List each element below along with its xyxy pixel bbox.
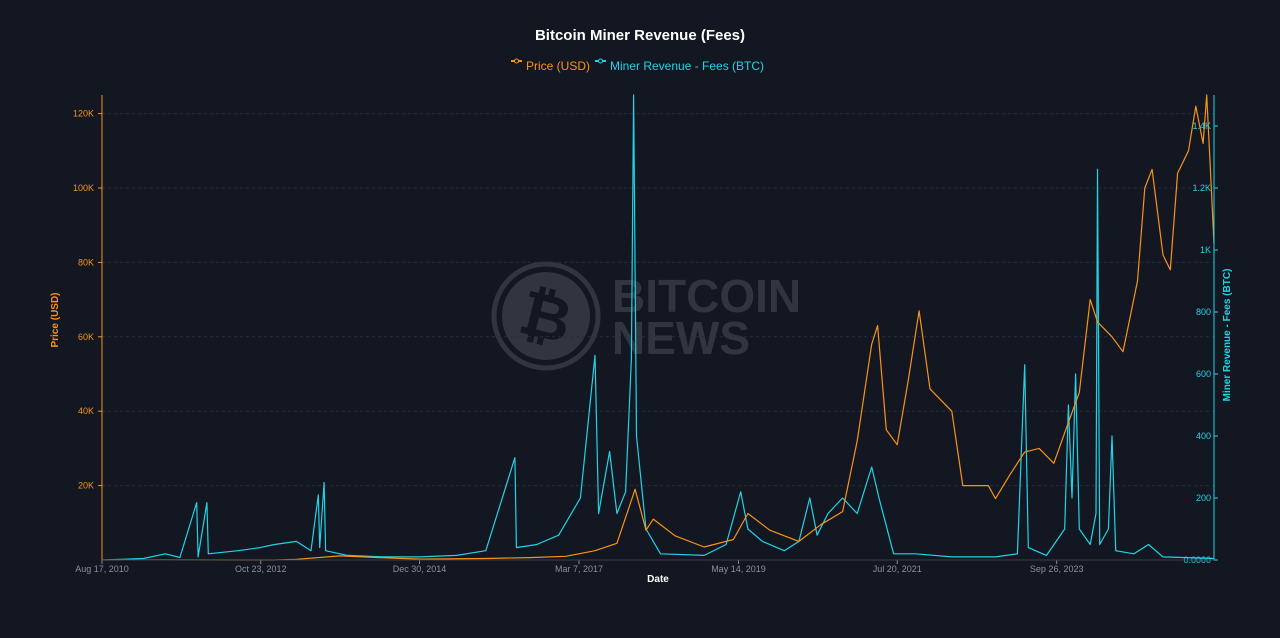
x-tick-label: May 14, 2019	[711, 564, 766, 574]
x-tick-label: Aug 17, 2010	[75, 564, 129, 574]
y-left-tick-label: 60K	[78, 332, 94, 342]
x-tick-label: Oct 23, 2012	[235, 564, 287, 574]
y-left-tick-label: 20K	[78, 481, 94, 491]
x-tick-label: Sep 26, 2023	[1030, 564, 1084, 574]
x-tick-label: Dec 30, 2014	[393, 564, 447, 574]
y-right-tick-label: 400	[1196, 431, 1211, 441]
x-axis-label: Date	[647, 574, 669, 585]
y-right-tick-label: 1.4K	[1192, 121, 1211, 131]
x-tick-label: Mar 7, 2017	[555, 564, 603, 574]
y-left-tick-label: 100K	[73, 183, 94, 193]
y-left-tick-label: 120K	[73, 109, 94, 119]
y-left-tick-label: 80K	[78, 257, 94, 267]
y-right-tick-label: 800	[1196, 307, 1211, 317]
chart-title: Bitcoin Miner Revenue (Fees)	[535, 27, 745, 44]
legend-label-price: Price (USD)	[526, 59, 590, 73]
x-tick-label: Jul 20, 2021	[873, 564, 922, 574]
y-axis-left-label: Price (USD)	[50, 292, 61, 347]
legend: Price (USD) Miner Revenue - Fees (BTC)	[511, 58, 764, 73]
y-right-tick-label: 1.2K	[1192, 183, 1211, 193]
y-right-tick-label: 600	[1196, 369, 1211, 379]
y-axis-right-label: Miner Revenue - Fees (BTC)	[1222, 269, 1233, 402]
watermark-line2: NEWS	[612, 312, 750, 364]
watermark-line1: BITCOIN	[612, 270, 801, 322]
fees-series-line	[101, 94, 1215, 561]
legend-item-price[interactable]: Price (USD)	[511, 58, 590, 73]
y-left-tick-label: 40K	[78, 406, 94, 416]
y-right-tick-label: 200	[1196, 493, 1211, 503]
bitcoin-logo-icon	[491, 261, 601, 371]
legend-item-fees[interactable]: Miner Revenue - Fees (BTC)	[595, 58, 764, 73]
y-right-tick-label: 1K	[1200, 245, 1211, 255]
watermark-logo: ₿ BITCOIN NEWS	[491, 261, 801, 371]
price-series-line	[101, 94, 1215, 561]
legend-label-fees: Miner Revenue - Fees (BTC)	[610, 59, 764, 73]
